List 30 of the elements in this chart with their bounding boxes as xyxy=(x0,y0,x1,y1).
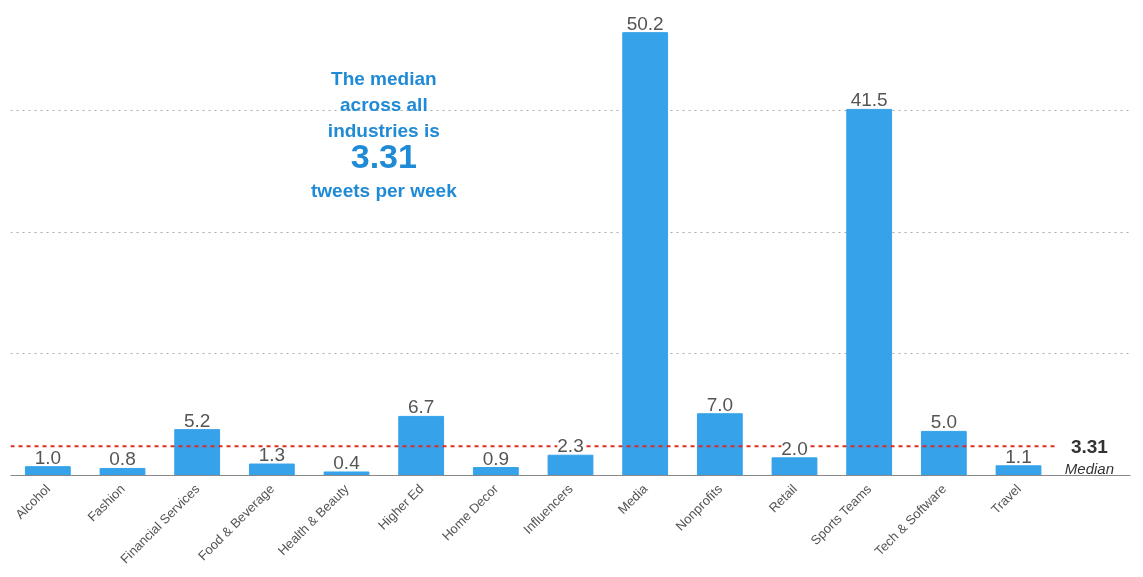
data-label: 5.2 xyxy=(183,409,211,431)
bar xyxy=(622,32,669,476)
data-label: 0.9 xyxy=(482,447,510,469)
data-label: 0.8 xyxy=(109,448,136,470)
ref-line-label: 3.31 Median xyxy=(1064,435,1115,477)
data-label: 5.0 xyxy=(930,411,958,433)
annotation: The median across all industries is 3.31 tweets per week xyxy=(310,68,458,202)
bar xyxy=(472,467,519,476)
bar xyxy=(24,466,71,476)
data-label: 50.2 xyxy=(626,12,664,34)
bar xyxy=(696,413,743,476)
data-label: 6.7 xyxy=(407,396,435,418)
data-label: 7.0 xyxy=(706,393,734,415)
bar xyxy=(398,415,445,476)
bar xyxy=(846,108,893,476)
bar xyxy=(323,471,370,476)
bar xyxy=(547,454,594,476)
data-label: 41.5 xyxy=(850,89,888,111)
data-label: 1.1 xyxy=(1005,445,1032,467)
bar xyxy=(174,429,221,476)
data-label: 1.0 xyxy=(34,446,62,468)
bar xyxy=(99,467,146,476)
data-label: 1.3 xyxy=(258,444,286,466)
data-label: 2.0 xyxy=(781,437,808,459)
bar xyxy=(920,430,967,476)
data-label: 2.3 xyxy=(557,435,584,457)
bar xyxy=(771,457,818,476)
bar xyxy=(248,463,295,476)
bar xyxy=(995,465,1042,476)
data-label: 0.4 xyxy=(333,451,361,473)
